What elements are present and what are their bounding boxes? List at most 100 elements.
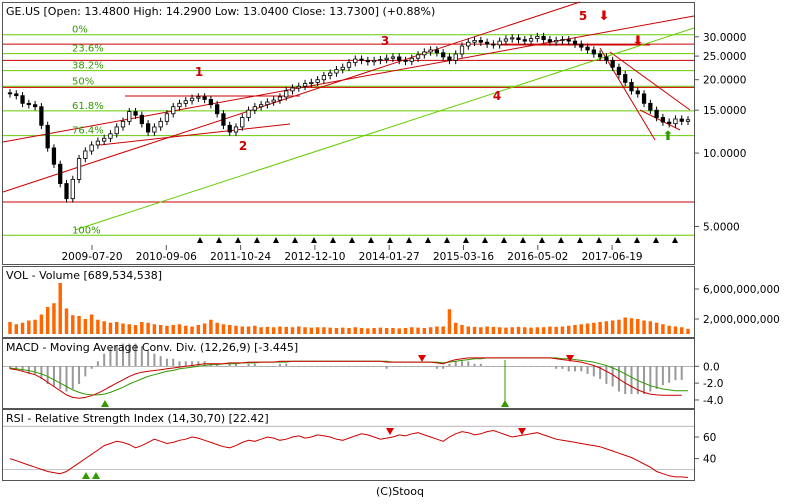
candle-body (610, 60, 615, 68)
candle-body (566, 39, 571, 42)
trend-channel-line (639, 109, 681, 131)
volume-bar (39, 314, 44, 334)
trend-channel-line (2, 15, 695, 143)
volume-axis-label: 2,000,000,000 (703, 314, 780, 326)
macd-histogram-bar (235, 363, 237, 367)
candle-body (422, 51, 427, 56)
volume-bar (447, 309, 452, 334)
volume-panel-title: VOL - Volume [689,534,538] (6, 269, 162, 282)
macd-histogram-bar (398, 366, 401, 367)
volume-bar (227, 325, 232, 334)
volume-bar (140, 322, 144, 334)
candle-body (271, 99, 276, 103)
candle-body (554, 39, 559, 43)
candle-body (20, 95, 25, 104)
volume-bar (284, 326, 288, 334)
candle-body (516, 37, 521, 41)
signal-triangle-icon (235, 237, 241, 243)
candle-body (378, 59, 383, 61)
macd-histogram-bar (266, 366, 269, 367)
volume-bar (497, 327, 502, 334)
signal-triangle-icon (596, 237, 602, 243)
volume-bar (184, 325, 188, 334)
candle-body (158, 120, 163, 128)
volume-bar (384, 328, 389, 334)
price-axis-label: 10.0000 (703, 148, 746, 160)
macd-axis-label: -2.0 (703, 378, 724, 390)
candle-body (76, 158, 82, 180)
price-axis-label: 5.0000 (703, 221, 740, 233)
macd-histogram-bar (461, 361, 463, 367)
volume-bar (592, 322, 596, 334)
macd-histogram-bar (486, 366, 489, 367)
candle-body (472, 39, 477, 43)
candle-body (139, 114, 144, 125)
volume-bar (127, 324, 132, 334)
candle-body (315, 79, 320, 83)
candle-body (120, 120, 126, 128)
macd-histogram-bar (442, 366, 445, 369)
macd-histogram-bar (310, 366, 313, 367)
price-overlay-labels: 0% 23.6% 38.2% 50% 61.8% 76.4% 100% 1 2 3 4 5 ⬇ ⬇ ⬆ (72, 9, 678, 243)
volume-bar (516, 326, 521, 334)
volume-bar (271, 327, 276, 334)
macd-histogram-bar (504, 366, 507, 367)
volume-bar (171, 325, 175, 334)
volume-bar (278, 326, 282, 334)
macd-histogram-bar (172, 358, 175, 367)
candle-body (64, 183, 69, 200)
rsi-panel-title: RSI - Relative Strength Index (14,30,70)… (6, 412, 269, 425)
signal-triangle-icon (387, 237, 393, 243)
macd-histogram-bar (115, 346, 118, 367)
macd-histogram-bar (423, 366, 426, 367)
axis-labels: 30.0000 25.0000 20.0000 15.0000 10.0000 5.000… (61, 32, 779, 466)
macd-histogram-bar (322, 366, 325, 367)
macd-histogram-bar (530, 366, 533, 367)
candle-body (221, 113, 226, 126)
macd-histogram-bar (260, 366, 263, 367)
volume-bar (504, 327, 508, 334)
macd-histogram-bar (34, 366, 37, 374)
volume-bar (8, 322, 12, 334)
volume-bar (303, 327, 307, 334)
macd-histogram-bar (366, 366, 369, 367)
macd-histogram-bar (197, 361, 200, 367)
signal-triangle-icon (463, 237, 469, 243)
candle-body (133, 111, 138, 116)
macd-histogram-bar (404, 366, 407, 367)
price-axis-label: 15.0000 (703, 105, 746, 117)
candle-body (296, 85, 301, 89)
candle-body (32, 104, 38, 108)
macd-histogram-bar (272, 366, 275, 367)
macd-histogram-bar (511, 366, 514, 367)
sell-signal-icon (566, 355, 574, 362)
volume-bar (453, 322, 458, 334)
candle-body (560, 39, 565, 42)
macd-histogram-bar (454, 361, 457, 367)
candle-body (491, 43, 496, 46)
macd-histogram-bar (228, 363, 231, 367)
macd-histogram-bar (134, 343, 137, 367)
macd-histogram-bar (649, 366, 652, 392)
volume-bar (679, 327, 684, 334)
candle-body (478, 39, 483, 43)
signal-triangle-icon (273, 237, 279, 243)
signal-triangle-icon (330, 237, 336, 243)
candle-body (227, 124, 232, 133)
price-axis-label: 20.0000 (703, 75, 746, 87)
candle-body (246, 109, 251, 118)
candle-body (629, 81, 634, 92)
signal-triangle-icon (425, 237, 431, 243)
price-panel-frame (2, 2, 695, 265)
candle-body (328, 72, 333, 76)
volume-bar (510, 327, 514, 334)
volume-bar (535, 327, 540, 334)
wave-label: 3 (381, 34, 389, 48)
fib-level-label: 100% (72, 225, 101, 236)
macd-histogram-bar (103, 353, 106, 367)
macd-histogram-bar (655, 366, 658, 390)
macd-histogram-bar (109, 348, 112, 367)
volume-bar (523, 327, 527, 334)
volume-bar (617, 319, 621, 334)
